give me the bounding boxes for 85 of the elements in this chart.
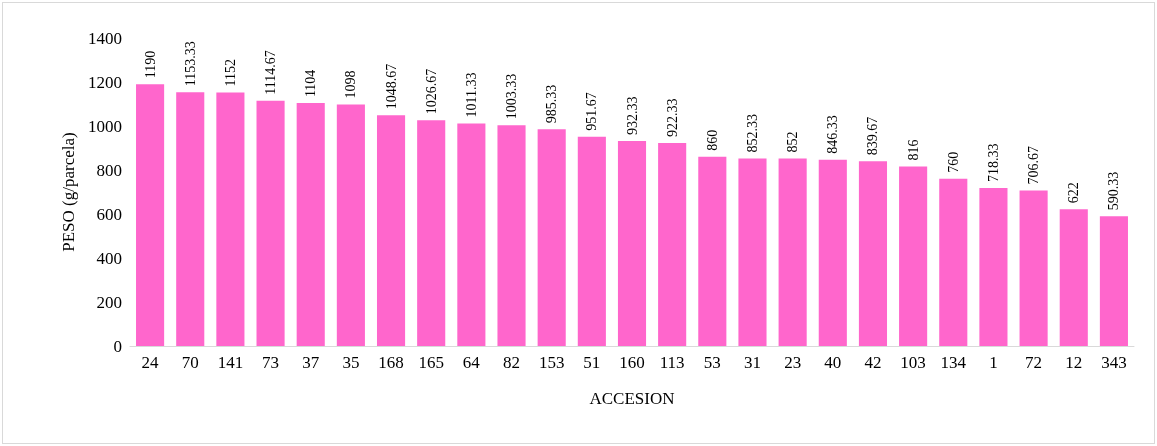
- data-label: 1098: [343, 70, 359, 99]
- bar: [176, 92, 205, 346]
- x-tick-label: 35: [342, 353, 360, 372]
- x-tick-label: 72: [1025, 353, 1043, 372]
- x-tick-label: 12: [1065, 353, 1083, 372]
- bar: [617, 140, 647, 346]
- bar: [457, 123, 486, 346]
- data-label: 590.33: [1106, 171, 1122, 211]
- data-label: 816: [905, 139, 921, 161]
- bar: [336, 104, 365, 346]
- data-label: 706.67: [1026, 146, 1042, 185]
- data-label: 846.33: [825, 115, 841, 154]
- x-axis-title: ACCESION: [589, 389, 675, 408]
- data-label: 852.33: [744, 113, 760, 153]
- data-label: 622: [1066, 182, 1082, 204]
- x-tick-label: 37: [302, 353, 320, 372]
- data-label: 1003.33: [504, 73, 520, 120]
- x-tick-label: 70: [181, 353, 199, 372]
- bar: [939, 178, 968, 346]
- data-label: 839.67: [865, 116, 881, 156]
- y-tick-label: 400: [96, 248, 122, 268]
- bar: [1059, 209, 1088, 346]
- x-tick-label: 1: [989, 353, 998, 372]
- x-tick-label: 113: [659, 353, 685, 372]
- y-axis-title: PESO (g/parcela): [59, 132, 79, 252]
- x-tick-label: 42: [864, 353, 882, 372]
- bar: [376, 115, 406, 346]
- bar: [858, 161, 888, 346]
- x-tick-label: 141: [217, 353, 244, 372]
- bar: [738, 158, 767, 346]
- y-tick-label: 1200: [88, 72, 122, 92]
- bar: [577, 136, 606, 346]
- x-tick-label: 160: [619, 353, 645, 372]
- data-label: 860: [704, 129, 720, 151]
- x-tick-label: 23: [784, 353, 802, 372]
- x-tick-label: 40: [824, 353, 842, 372]
- bar: [698, 156, 727, 346]
- x-tick-label: 24: [141, 353, 160, 372]
- y-tick-label: 800: [96, 160, 122, 180]
- x-tick-label: 165: [418, 353, 444, 372]
- bar: [417, 120, 446, 346]
- x-tick-label: 134: [940, 353, 967, 372]
- y-tick-label: 200: [96, 292, 122, 312]
- bar: [497, 125, 526, 346]
- x-tick-label: 82: [503, 353, 521, 372]
- data-label: 760: [945, 151, 961, 173]
- x-tick-label: 343: [1101, 353, 1127, 372]
- y-tick-label: 600: [96, 204, 122, 224]
- data-label: 922.33: [664, 98, 680, 138]
- x-tick-label: 103: [900, 353, 926, 372]
- data-label: 1153.33: [182, 41, 198, 87]
- x-tick-label: 64: [462, 353, 481, 372]
- bar: [979, 187, 1008, 346]
- bar: [136, 84, 165, 346]
- bar: [778, 158, 807, 346]
- data-label: 1048.67: [383, 63, 399, 110]
- data-label: 1026.67: [423, 68, 439, 115]
- data-label: 852: [785, 131, 801, 153]
- data-label: 1104: [303, 69, 319, 98]
- data-label: 718.33: [985, 143, 1001, 182]
- y-tick-label: 1400: [88, 28, 122, 48]
- x-tick-label: 53: [703, 353, 721, 372]
- data-label: 951.67: [584, 92, 600, 131]
- x-tick-label: 31: [743, 353, 761, 372]
- bar: [818, 159, 847, 346]
- bar: [216, 92, 245, 346]
- x-tick-label: 168: [378, 353, 404, 372]
- data-label: 1011.33: [463, 72, 479, 118]
- y-tick-label: 1000: [88, 116, 122, 136]
- x-tick-label: 73: [262, 353, 280, 372]
- data-label: 1114.67: [263, 50, 279, 95]
- bar: [256, 100, 285, 346]
- bar: [899, 166, 928, 346]
- y-tick-label: 0: [113, 336, 122, 356]
- data-label: 932.33: [624, 96, 640, 135]
- bar: [1099, 216, 1128, 346]
- x-tick-label: 51: [583, 353, 601, 372]
- data-label: 985.33: [544, 84, 560, 124]
- bar: [1019, 190, 1048, 346]
- x-tick-label: 153: [538, 353, 565, 372]
- bar: [296, 103, 325, 346]
- bar: [658, 143, 687, 346]
- data-label: 1152: [222, 59, 238, 87]
- data-label: 1190: [142, 50, 158, 79]
- bar: [537, 129, 566, 346]
